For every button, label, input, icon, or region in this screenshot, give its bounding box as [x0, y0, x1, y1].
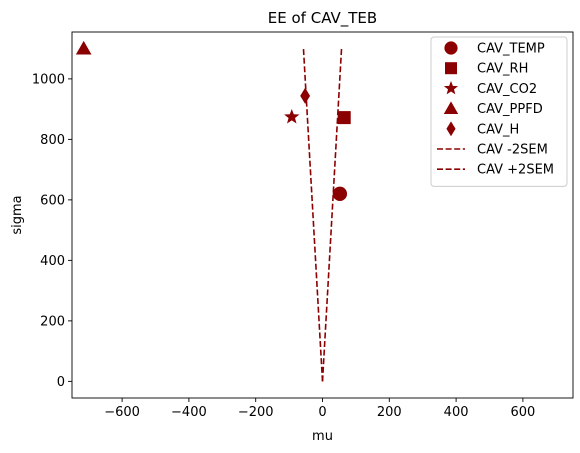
- y-tick-label: 200: [40, 314, 65, 329]
- legend-marker-swatch: [443, 80, 459, 95]
- x-tick-label: 600: [510, 405, 535, 420]
- x-tick-label: 400: [444, 405, 469, 420]
- x-tick-label: −200: [238, 405, 274, 420]
- legend: CAV_TEMP CAV_RH CAV_CO2 CAV_PPFD CAV_H CAV -2…: [430, 36, 568, 187]
- legend-item: CAV_CO2: [443, 80, 537, 97]
- y-tick-label: 800: [40, 133, 65, 148]
- legend-marker-swatch: [446, 121, 456, 137]
- legend-item: CAV_PPFD: [443, 101, 543, 117]
- legend-marker-swatch: [444, 41, 458, 55]
- legend-label: CAV_H: [477, 122, 519, 137]
- legend-marker-swatch: [445, 62, 457, 75]
- data-point-cav-temp: [332, 186, 348, 201]
- y-tick-label: 600: [40, 193, 65, 208]
- legend-label: CAV_CO2: [477, 82, 537, 97]
- legend-item: CAV_H: [446, 121, 519, 137]
- sem-line-2: [321, 48, 343, 382]
- x-tick-label: 0: [318, 405, 326, 420]
- x-tick-label: −400: [171, 405, 207, 420]
- x-tick-label: −600: [104, 405, 140, 420]
- data-point-cav-ppfd: [75, 40, 92, 55]
- x-axis-label: mu: [312, 429, 333, 444]
- legend-label: CAV_TEMP: [477, 42, 545, 57]
- chart-title: EE of CAV_TEB: [268, 9, 377, 28]
- x-tick-label: 200: [377, 405, 402, 420]
- legend-label: CAV +2SEM: [477, 163, 554, 178]
- legend-item: CAV +2SEM: [437, 163, 554, 178]
- legend-label: CAV_RH: [477, 62, 528, 77]
- y-axis-label: sigma: [10, 195, 25, 234]
- x-axis: −600 −400 −200 0 200 400 600: [104, 398, 535, 420]
- legend-label: CAV_PPFD: [477, 102, 543, 117]
- data-point-cav-rh: [337, 111, 351, 125]
- legend-item: CAV_RH: [445, 62, 528, 77]
- data-point-cav-h: [300, 87, 311, 104]
- y-axis: 0 200 400 600 800 1000: [32, 72, 72, 390]
- legend-item: CAV_TEMP: [444, 41, 545, 57]
- legend-label: CAV -2SEM: [477, 143, 548, 158]
- data-point-cav-co2: [284, 108, 300, 124]
- y-tick-label: 400: [40, 254, 65, 269]
- plot-area: [75, 40, 351, 382]
- sem-line-1: [302, 48, 324, 382]
- y-tick-label: 1000: [32, 72, 65, 87]
- legend-item: CAV -2SEM: [437, 143, 548, 158]
- y-tick-label: 0: [57, 375, 65, 390]
- legend-marker-swatch: [443, 101, 459, 114]
